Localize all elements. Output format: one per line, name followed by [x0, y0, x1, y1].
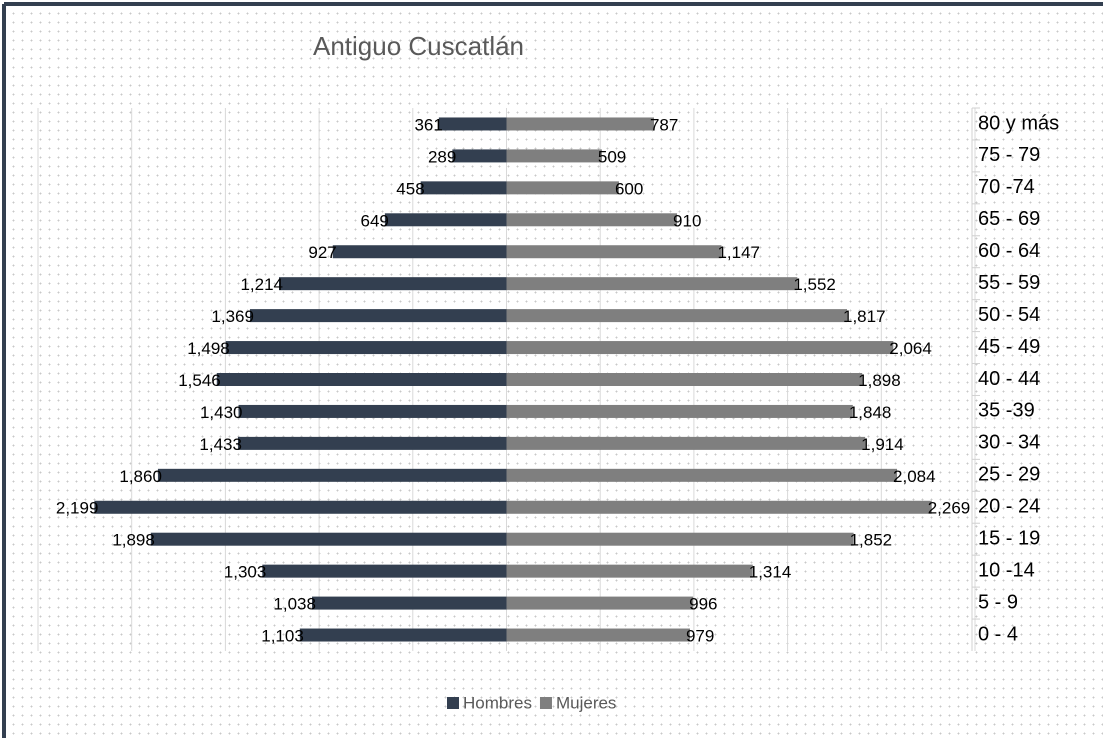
data-label: 1,852: [850, 531, 893, 550]
data-label: 1,898: [858, 371, 901, 390]
data-label: 996: [689, 595, 717, 614]
data-label: 289: [428, 147, 456, 166]
legend-swatch: [539, 697, 552, 709]
bar: [311, 596, 507, 610]
bar: [506, 341, 894, 355]
category-label: 25 - 29: [978, 464, 1040, 486]
category-label: 50 - 54: [978, 304, 1040, 326]
category-label: 10 -14: [978, 559, 1035, 581]
bar: [506, 500, 932, 514]
category-label: 0 - 4: [978, 623, 1018, 645]
bar: [506, 181, 619, 195]
bar: [438, 117, 507, 131]
bar: [225, 341, 507, 355]
category-label: 40 - 44: [978, 368, 1040, 390]
bar: [452, 149, 507, 163]
bar: [299, 628, 507, 642]
bar: [506, 277, 798, 291]
data-label: 979: [686, 627, 714, 646]
bar: [506, 628, 690, 642]
bar: [506, 404, 853, 418]
bar: [94, 500, 507, 514]
bar: [506, 564, 753, 578]
legend-swatch: [447, 697, 459, 709]
category-label: 60 - 64: [978, 240, 1040, 262]
data-label: 1,860: [119, 467, 162, 486]
data-label: 1,103: [261, 627, 304, 646]
bar: [238, 404, 507, 418]
data-label: 1,303: [224, 563, 267, 582]
category-label: 80 y más: [978, 112, 1059, 134]
bar: [506, 532, 854, 546]
bar: [506, 245, 722, 259]
bar: [237, 436, 507, 450]
category-label: 30 - 34: [978, 432, 1040, 454]
data-label: 2,064: [889, 339, 932, 358]
bar: [157, 468, 507, 482]
data-label: 1,038: [273, 595, 316, 614]
data-label: 1,314: [749, 563, 792, 582]
legend-label: Hombres: [463, 693, 532, 712]
bar: [216, 373, 507, 386]
category-label: 35 -39: [978, 400, 1035, 422]
data-label: 910: [673, 211, 701, 230]
data-label: 649: [361, 211, 389, 230]
data-label: 2,084: [893, 467, 936, 486]
bar: [506, 309, 848, 323]
data-label: 1,546: [178, 371, 221, 390]
bar: [506, 596, 694, 610]
bar: [506, 436, 866, 450]
bar: [506, 117, 654, 131]
category-label: 55 - 59: [978, 272, 1040, 294]
bar: [332, 245, 507, 259]
category-label: 65 - 69: [978, 208, 1040, 230]
data-label: 1,898: [112, 531, 155, 550]
bar: [262, 564, 507, 578]
data-label: 2,199: [56, 499, 99, 518]
data-label: 1,498: [187, 339, 230, 358]
data-label: 361: [414, 115, 442, 134]
bar: [249, 309, 507, 323]
data-label: 1,214: [240, 275, 283, 294]
bar: [506, 149, 602, 163]
data-label: 458: [396, 179, 424, 198]
bar: [150, 532, 507, 546]
data-label: 509: [598, 147, 626, 166]
category-label: 5 - 9: [978, 591, 1018, 613]
data-label: 1,430: [200, 403, 243, 422]
bar: [278, 277, 507, 291]
data-label: 1,817: [843, 307, 886, 326]
bar: [506, 213, 678, 227]
bar: [506, 468, 898, 482]
data-label: 1,147: [717, 243, 760, 262]
data-label: 1,433: [199, 435, 242, 454]
data-label: 1,369: [211, 307, 254, 326]
legend-label: Mujeres: [556, 693, 616, 712]
data-label: 1,914: [861, 435, 904, 454]
category-label: 15 - 19: [978, 527, 1040, 549]
category-label: 20 - 24: [978, 496, 1040, 518]
data-label: 1,848: [849, 403, 892, 422]
data-label: 927: [308, 243, 336, 262]
bar: [506, 373, 863, 386]
data-label: 787: [650, 115, 678, 134]
data-label: 2,269: [928, 499, 971, 518]
category-label: 70 -74: [978, 176, 1035, 198]
data-label: 600: [615, 179, 643, 198]
bar: [384, 213, 507, 227]
chart-title: Antiguo Cuscatlán: [313, 31, 524, 61]
data-label: 1,552: [793, 275, 836, 294]
category-label: 75 - 79: [978, 144, 1040, 166]
category-label: 45 - 49: [978, 336, 1040, 358]
bar: [420, 181, 507, 195]
